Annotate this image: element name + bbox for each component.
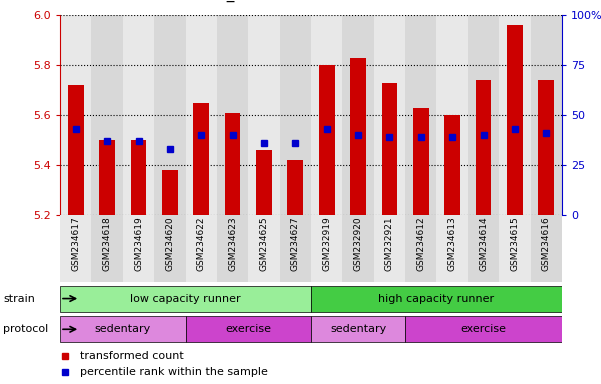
Bar xyxy=(343,215,374,282)
Bar xyxy=(217,15,248,215)
Bar xyxy=(287,160,303,215)
Bar xyxy=(468,215,499,282)
Bar xyxy=(374,215,405,282)
Bar xyxy=(405,215,436,282)
Text: GDS3131 / 1398213_at: GDS3131 / 1398213_at xyxy=(72,0,250,2)
Bar xyxy=(374,15,405,215)
Bar xyxy=(130,140,147,215)
Text: sedentary: sedentary xyxy=(330,324,386,334)
Text: sedentary: sedentary xyxy=(95,324,151,334)
Bar xyxy=(538,80,554,215)
Bar xyxy=(311,215,343,282)
Text: GSM234614: GSM234614 xyxy=(479,217,488,271)
Bar xyxy=(382,83,397,215)
Bar xyxy=(91,15,123,215)
Bar xyxy=(60,316,186,342)
Bar xyxy=(186,215,217,282)
Text: GSM232920: GSM232920 xyxy=(353,217,362,271)
Bar xyxy=(499,15,531,215)
Bar xyxy=(154,215,186,282)
Bar xyxy=(507,25,523,215)
Bar xyxy=(499,215,531,282)
Bar xyxy=(225,113,240,215)
Text: low capacity runner: low capacity runner xyxy=(130,293,241,304)
Bar xyxy=(311,15,343,215)
Text: GSM234613: GSM234613 xyxy=(448,217,457,271)
Bar xyxy=(319,65,335,215)
Text: GSM234620: GSM234620 xyxy=(165,217,174,271)
Text: GSM234627: GSM234627 xyxy=(291,217,300,271)
Bar xyxy=(256,150,272,215)
Bar xyxy=(60,15,91,215)
Bar xyxy=(405,15,436,215)
Bar xyxy=(99,140,115,215)
Bar xyxy=(60,215,91,282)
Text: protocol: protocol xyxy=(3,324,48,334)
Bar xyxy=(531,15,562,215)
Text: high capacity runner: high capacity runner xyxy=(379,293,495,304)
Bar xyxy=(162,170,178,215)
Bar xyxy=(436,15,468,215)
Text: exercise: exercise xyxy=(225,324,271,334)
Text: transformed count: transformed count xyxy=(80,351,184,361)
Text: GSM234617: GSM234617 xyxy=(72,217,81,271)
Bar xyxy=(279,15,311,215)
Bar xyxy=(436,215,468,282)
Text: GSM234616: GSM234616 xyxy=(542,217,551,271)
Bar xyxy=(413,108,429,215)
Text: GSM234623: GSM234623 xyxy=(228,217,237,271)
Text: GSM234625: GSM234625 xyxy=(260,217,269,271)
Text: GSM234618: GSM234618 xyxy=(103,217,112,271)
Text: GSM234612: GSM234612 xyxy=(416,217,426,271)
Text: exercise: exercise xyxy=(460,324,507,334)
Bar xyxy=(531,215,562,282)
Text: GSM234615: GSM234615 xyxy=(510,217,519,271)
Bar xyxy=(154,15,186,215)
Bar xyxy=(343,15,374,215)
Bar xyxy=(468,15,499,215)
Bar xyxy=(123,215,154,282)
Bar xyxy=(311,316,405,342)
Bar xyxy=(248,15,279,215)
Bar xyxy=(475,80,492,215)
Bar xyxy=(60,286,311,311)
Text: GSM234619: GSM234619 xyxy=(134,217,143,271)
Bar xyxy=(405,316,562,342)
Bar xyxy=(350,58,366,215)
Bar xyxy=(444,115,460,215)
Bar xyxy=(186,316,311,342)
Text: percentile rank within the sample: percentile rank within the sample xyxy=(80,367,268,377)
Bar xyxy=(68,85,84,215)
Bar xyxy=(194,103,209,215)
Bar xyxy=(217,215,248,282)
Bar xyxy=(311,286,562,311)
Text: GSM234622: GSM234622 xyxy=(197,217,206,271)
Bar xyxy=(123,15,154,215)
Bar xyxy=(91,215,123,282)
Bar xyxy=(248,215,279,282)
Text: GSM232919: GSM232919 xyxy=(322,217,331,271)
Bar xyxy=(279,215,311,282)
Text: GSM232921: GSM232921 xyxy=(385,217,394,271)
Bar xyxy=(186,15,217,215)
Text: strain: strain xyxy=(3,293,35,304)
